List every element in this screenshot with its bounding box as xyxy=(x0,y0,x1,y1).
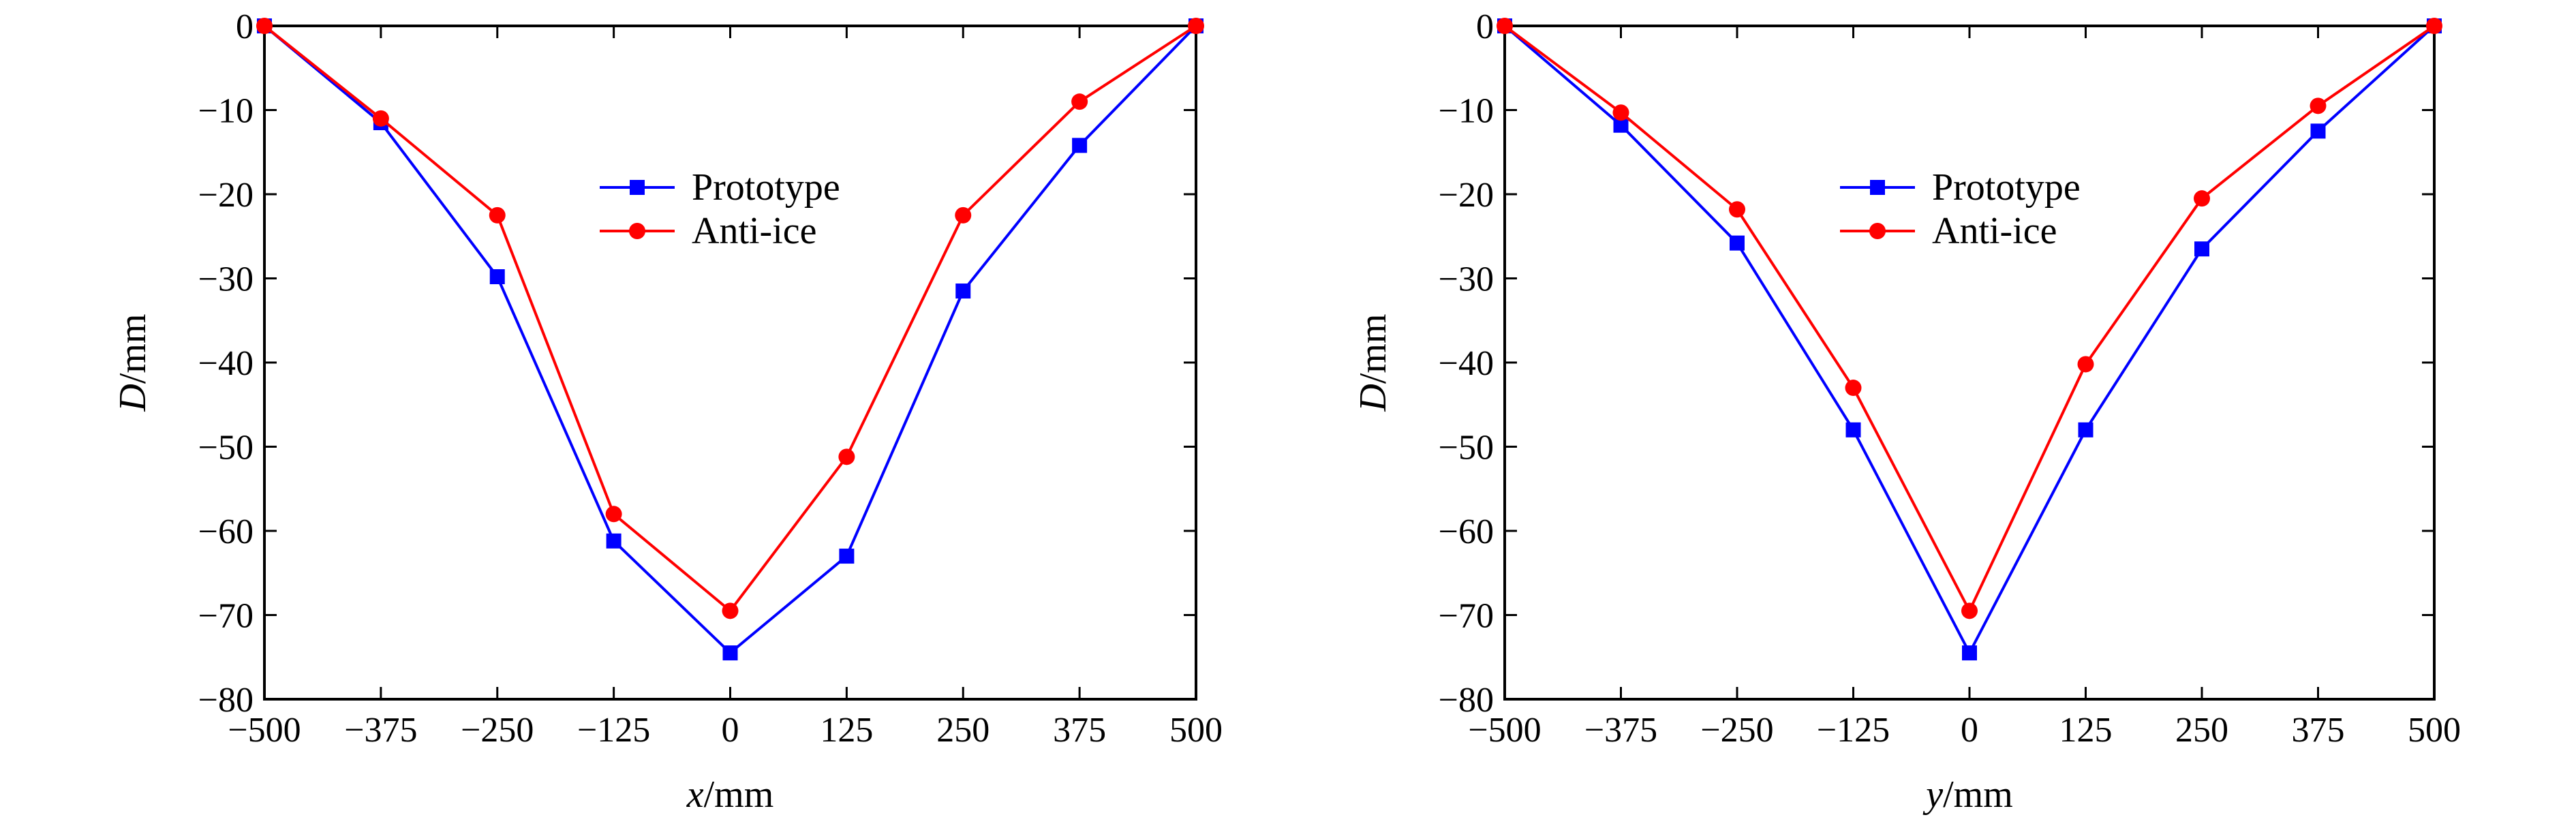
data-point-prototype xyxy=(489,269,505,285)
x-tick-label: −500 xyxy=(1468,711,1541,750)
y-axis-label-var: D xyxy=(1352,384,1394,412)
y-tick-label: 0 xyxy=(236,7,254,46)
plot-frame xyxy=(1503,25,2436,701)
y-tick-label: −70 xyxy=(198,597,254,636)
data-point-anti-ice xyxy=(2426,18,2442,34)
legend-label: Anti-ice xyxy=(692,210,816,252)
data-point-prototype xyxy=(955,283,971,299)
series-line-anti-ice xyxy=(1503,25,2436,614)
legend-label: Prototype xyxy=(692,166,840,209)
data-point-prototype xyxy=(1613,117,1629,133)
x-tick-label: −500 xyxy=(228,711,301,750)
data-point-anti-ice xyxy=(256,18,273,34)
data-point-prototype xyxy=(1730,235,1745,251)
data-point-prototype xyxy=(839,549,855,564)
data-point-prototype xyxy=(1845,422,1861,438)
y-axis-label: D/mm xyxy=(112,313,154,412)
x-tick-label: −125 xyxy=(1817,711,1890,750)
x-tick-label: 125 xyxy=(820,711,873,750)
x-tick-label: 250 xyxy=(936,711,990,750)
data-point-anti-ice xyxy=(838,448,855,465)
y-tick-label: −70 xyxy=(1439,597,1494,636)
data-point-anti-ice xyxy=(955,206,972,224)
legend-marker-square xyxy=(630,180,645,195)
data-point-anti-ice xyxy=(1961,602,1978,619)
chart-panel-1: −500 −375 −250 −125 0 125 250 375 500 0 −10 −20 −30 −… xyxy=(112,7,1223,816)
data-point-prototype xyxy=(1962,645,1977,661)
y-tick-label: 0 xyxy=(1476,7,1494,46)
data-point-prototype xyxy=(2078,422,2094,438)
data-point-anti-ice xyxy=(489,206,506,224)
y-axis-label-unit: /mm xyxy=(112,313,154,384)
y-axis-label: D/mm xyxy=(1352,313,1394,412)
x-axis-label-unit: /mm xyxy=(1943,773,2013,816)
x-tick-label: 0 xyxy=(722,711,739,750)
x-tick-label: 500 xyxy=(2408,711,2461,750)
y-tick-label: −80 xyxy=(1439,681,1494,720)
series-line-anti-ice xyxy=(263,25,1197,613)
x-tick-label: 375 xyxy=(2292,711,2345,750)
y-tick-label: −10 xyxy=(198,92,254,131)
series-line-prototype xyxy=(1503,25,2436,656)
x-tick-label: 375 xyxy=(1053,711,1106,750)
legend-label: Anti-ice xyxy=(1932,210,2057,252)
y-tick-label: −40 xyxy=(198,344,254,383)
x-tick-label: −125 xyxy=(577,711,650,750)
y-tick-label: −50 xyxy=(1439,429,1494,467)
x-axis-label-unit: /mm xyxy=(704,773,774,816)
legend-marker-square xyxy=(1870,180,1885,195)
data-point-prototype xyxy=(722,645,738,661)
data-point-anti-ice xyxy=(1612,104,1629,121)
y-tick-label: −80 xyxy=(198,681,254,720)
data-point-prototype xyxy=(2194,241,2209,257)
x-tick-label: 0 xyxy=(1961,711,1978,750)
y-tick-label: −20 xyxy=(198,176,254,215)
legend-label: Prototype xyxy=(1932,166,2081,209)
y-tick-label: −50 xyxy=(198,429,254,467)
data-point-anti-ice xyxy=(2310,97,2327,114)
x-tick-label: 125 xyxy=(2059,711,2113,750)
y-tick-label: −10 xyxy=(1439,92,1494,131)
x-axis-label-var: x xyxy=(686,773,704,816)
data-point-anti-ice xyxy=(1845,380,1862,397)
data-point-prototype xyxy=(2310,123,2326,139)
y-tick-label: −30 xyxy=(198,260,254,299)
y-tick-label: −40 xyxy=(1439,344,1494,383)
data-point-anti-ice xyxy=(372,110,389,127)
data-point-prototype xyxy=(606,533,622,549)
data-point-anti-ice xyxy=(1497,18,1513,34)
y-tick-label: −60 xyxy=(198,512,254,551)
x-axis-label: y/mm xyxy=(1922,773,2013,816)
y-tick-label: −60 xyxy=(1439,512,1494,551)
data-point-anti-ice xyxy=(1729,201,1745,218)
legend-marker-circle xyxy=(629,223,645,239)
data-point-prototype xyxy=(1072,138,1088,153)
data-point-anti-ice xyxy=(2077,356,2094,373)
data-point-anti-ice xyxy=(1188,18,1204,34)
legend-marker-circle xyxy=(1869,223,1886,239)
y-axis-label-var: D xyxy=(112,384,154,412)
data-point-anti-ice xyxy=(605,506,622,523)
x-tick-label: −375 xyxy=(1584,711,1657,750)
chart-panel-2: −500 −375 −250 −125 0 125 250 375 500 0 −10 −20 −30 −… xyxy=(1352,7,2461,816)
plot-frame xyxy=(263,25,1197,701)
series-line-prototype xyxy=(263,25,1197,655)
x-axis-label: x/mm xyxy=(686,773,774,816)
x-tick-label: 500 xyxy=(1169,711,1223,750)
y-tick-label: −30 xyxy=(1439,260,1494,299)
x-axis-label-var: y xyxy=(1922,773,1943,816)
x-tick-label: −250 xyxy=(1700,711,1773,750)
y-axis-label-unit: /mm xyxy=(1352,313,1394,384)
x-tick-label: 250 xyxy=(2175,711,2228,750)
x-tick-label: −375 xyxy=(344,711,417,750)
data-point-anti-ice xyxy=(722,602,739,619)
y-tick-label: −20 xyxy=(1439,176,1494,215)
data-point-anti-ice xyxy=(2194,190,2210,207)
x-tick-label: −250 xyxy=(461,711,534,750)
data-point-anti-ice xyxy=(1071,93,1088,110)
